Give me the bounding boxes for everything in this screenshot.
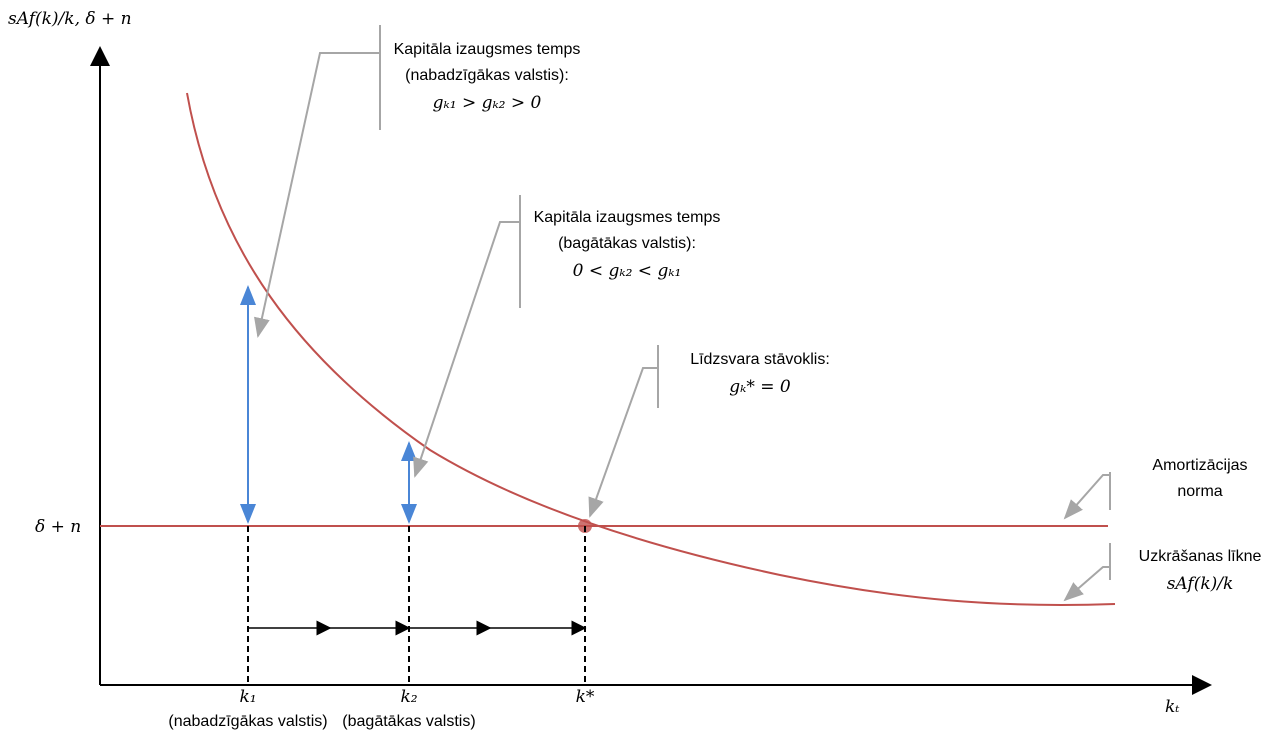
tick-note: (bagātākas valstis) [342,713,475,730]
callout-text: Līdzsvara stāvoklis: [690,351,830,368]
tick-note: (nabadzīgākas valstis) [168,713,327,730]
callout-formula: gₖ* = 0 [729,377,791,397]
callout-text: norma [1177,483,1222,500]
callout-text: Kapitāla izaugsmes temps [534,209,721,226]
tick-label: k₁ [239,687,256,707]
savings-curve [186,92,1116,606]
callout-formula: gₖ₁ > gₖ₂ > 0 [433,93,542,113]
dashed-guides [247,526,586,685]
callout-lines [258,25,1111,600]
callout-text: (bagātākas valstis): [558,235,696,252]
callout-text: Uzkrāšanas līkne [1139,548,1262,565]
callout-text: Kapitāla izaugsmes temps [394,41,581,58]
level-label: δ + n [35,517,81,537]
callout-formula: sAf(k)/k [1167,574,1234,594]
callout-formula: 0 < gₖ₂ < gₖ₁ [573,261,682,281]
callout-text: (nabadzīgākas valstis): [405,67,569,84]
y-axis-label: sAf(k)/k, δ + n [8,9,132,29]
x-axis-label: kₜ [1165,697,1180,717]
tick-label: k₂ [400,687,417,707]
callout-text: Amortizācijas [1152,457,1247,474]
tick-label: k* [576,687,595,707]
